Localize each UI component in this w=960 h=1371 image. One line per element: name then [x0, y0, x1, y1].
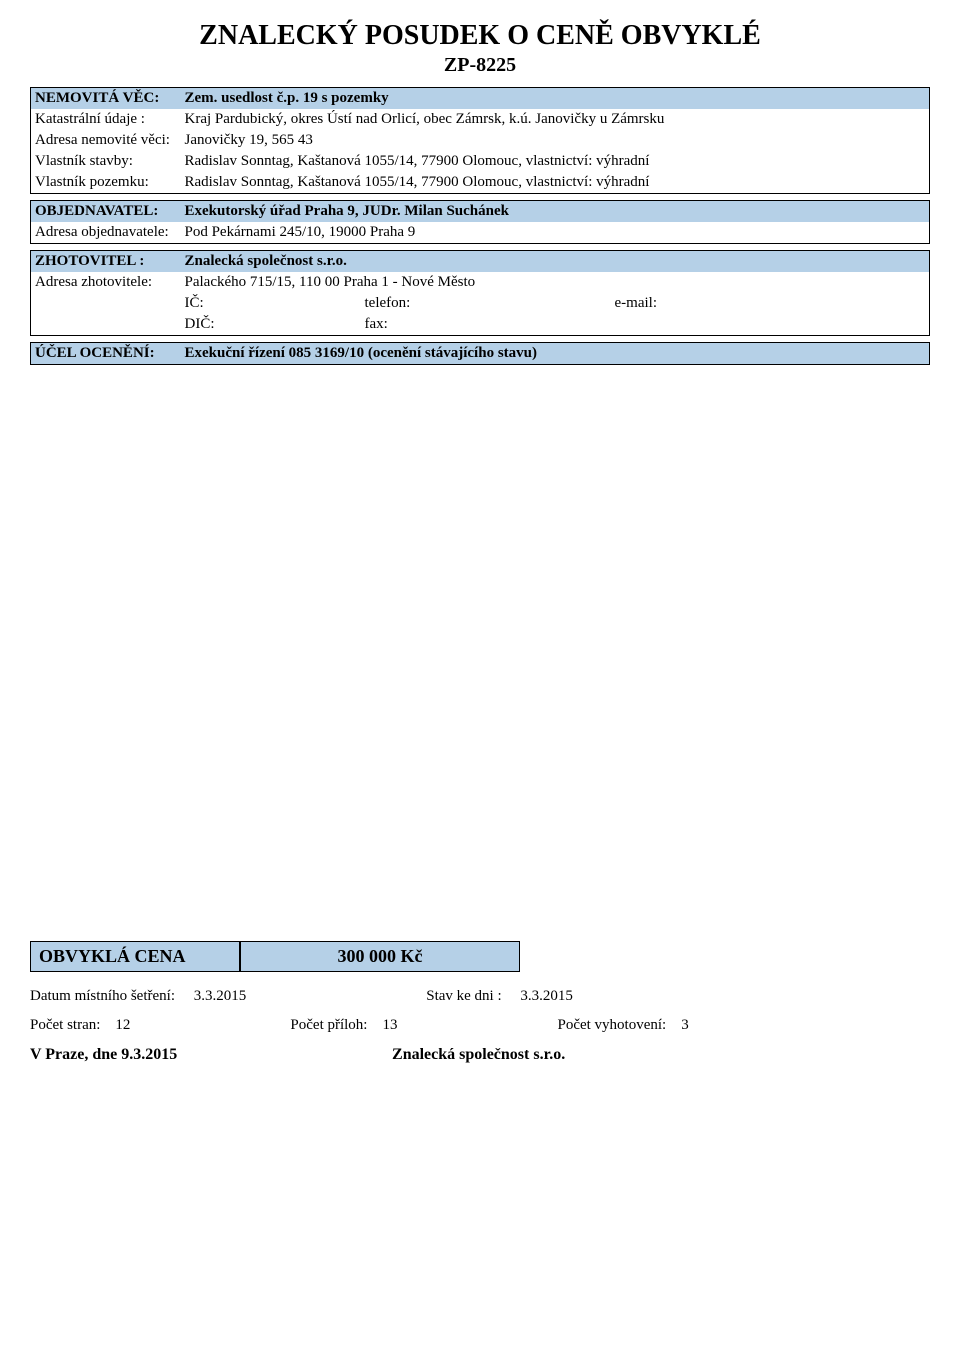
objednavatel-adresa-value: Pod Pekárnami 245/10, 19000 Praha 9 — [181, 222, 930, 244]
telefon-label: telefon: — [361, 293, 611, 314]
adresa-nem-label: Adresa nemovité věci: — [31, 130, 181, 151]
vlastnik-stavby-value: Radislav Sonntag, Kaštanová 1055/14, 779… — [181, 151, 930, 172]
katastr-label: Katastrální údaje : — [31, 109, 181, 130]
dic-label: DIČ: — [181, 314, 361, 336]
ucel-box: ÚČEL OCENĚNÍ: Exekuční řízení 085 3169/1… — [30, 342, 930, 365]
content-spacer — [30, 371, 930, 931]
pocet-vyhotoveni-label: Počet vyhotovení: — [557, 1017, 666, 1033]
objednavatel-value: Exekutorský úřad Praha 9, JUDr. Milan Su… — [181, 201, 930, 223]
fax-label: fax: — [361, 314, 611, 336]
footer-center: Znalecká společnost s.r.o. — [177, 1046, 780, 1064]
zhotovitel-adresa-label: Adresa zhotovitele: — [31, 272, 181, 293]
stav-ke-dni-label: Stav ke dni : — [426, 988, 501, 1004]
ic-label: IČ: — [181, 293, 361, 314]
vlastnik-stavby-label: Vlastník stavby: — [31, 151, 181, 172]
datum-setreni-value: 3.3.2015 — [194, 988, 247, 1004]
property-label: NEMOVITÁ VĚC: — [31, 88, 181, 110]
pocet-stran-label: Počet stran: — [30, 1017, 100, 1033]
price-label: OBVYKLÁ CENA — [30, 941, 240, 972]
objednavatel-box: OBJEDNAVATEL: Exekutorský úřad Praha 9, … — [30, 200, 930, 244]
pocet-stran-value: 12 — [115, 1017, 130, 1033]
document-title: ZNALECKÝ POSUDEK O CENĚ OBVYKLÉ — [30, 20, 930, 52]
pocet-priloh-value: 13 — [382, 1017, 397, 1033]
zhotovitel-box: ZHOTOVITEL : Znalecká společnost s.r.o. … — [30, 250, 930, 336]
vlastnik-pozemku-value: Radislav Sonntag, Kaštanová 1055/14, 779… — [181, 172, 930, 194]
pocet-vyhotoveni-value: 3 — [681, 1017, 689, 1033]
zhotovitel-value: Znalecká společnost s.r.o. — [181, 251, 930, 273]
objednavatel-label: OBJEDNAVATEL: — [31, 201, 181, 223]
property-box: NEMOVITÁ VĚC: Zem. usedlost č.p. 19 s po… — [30, 87, 930, 194]
property-value: Zem. usedlost č.p. 19 s pozemky — [181, 88, 930, 110]
vlastnik-pozemku-label: Vlastník pozemku: — [31, 172, 181, 194]
price-row: OBVYKLÁ CENA 300 000 Kč — [30, 941, 930, 972]
stav-ke-dni-value: 3.3.2015 — [520, 988, 573, 1004]
footer-left: V Praze, dne 9.3.2015 — [30, 1046, 177, 1064]
datum-setreni-label: Datum místního šetření: — [30, 988, 175, 1004]
zhotovitel-adresa-value: Palackého 715/15, 110 00 Praha 1 - Nové … — [181, 272, 930, 293]
email-label: e-mail: — [611, 293, 930, 314]
katastr-value: Kraj Pardubický, okres Ústí nad Orlicí, … — [181, 109, 930, 130]
bottom-details: Datum místního šetření: 3.3.2015 Stav ke… — [30, 988, 930, 1034]
zhotovitel-label: ZHOTOVITEL : — [31, 251, 181, 273]
adresa-nem-value: Janovičky 19, 565 43 — [181, 130, 930, 151]
document-subtitle: ZP-8225 — [30, 54, 930, 77]
footer-row: V Praze, dne 9.3.2015 Znalecká společnos… — [30, 1046, 930, 1064]
ucel-label: ÚČEL OCENĚNÍ: — [31, 343, 181, 365]
ucel-value: Exekuční řízení 085 3169/10 (ocenění stá… — [181, 343, 930, 365]
objednavatel-adresa-label: Adresa objednavatele: — [31, 222, 181, 244]
price-value: 300 000 Kč — [240, 941, 520, 972]
pocet-priloh-label: Počet příloh: — [290, 1017, 367, 1033]
